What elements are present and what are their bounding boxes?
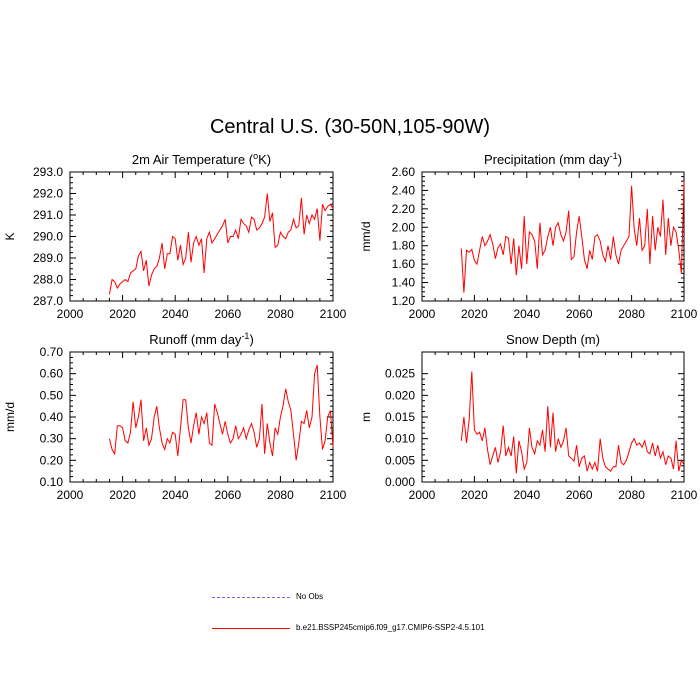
y-tick-label: 0.50: [40, 388, 64, 402]
y-tick-label: 0.015: [385, 410, 415, 424]
y-tick-label: 293.0: [33, 165, 63, 179]
y-tick-label: 289.0: [33, 251, 63, 265]
panel-title: Runoff (mm day-1): [149, 331, 254, 347]
y-tick-label: 0.20: [40, 453, 64, 467]
y-tick-label: 291.0: [33, 208, 63, 222]
panel-title-superscript: -1: [241, 331, 249, 341]
y-tick-label: 0.005: [385, 453, 415, 467]
y-tick-label: 0.020: [385, 388, 415, 402]
y-tick-label: 0.30: [40, 432, 64, 446]
y-tick-label: 2.00: [392, 220, 416, 234]
y-tick-label: 0.000: [385, 475, 415, 489]
panel-title-end: K): [258, 152, 271, 167]
x-tick-label: 2060: [214, 488, 241, 502]
x-tick-label: 2080: [267, 488, 294, 502]
y-tick-label: 292.0: [33, 187, 63, 201]
panel-title-main: Runoff (mm day: [149, 332, 242, 347]
x-tick-label: 2060: [214, 307, 241, 321]
x-tick-label: 2040: [513, 488, 540, 502]
y-axis-label: K: [3, 232, 17, 240]
x-tick-label: 2020: [461, 307, 488, 321]
y-tick-label: 1.20: [392, 294, 416, 308]
panel-title: 2m Air Temperature (oK): [132, 151, 271, 167]
x-tick-label: 2100: [671, 488, 698, 502]
panel-title-superscript: o: [253, 151, 258, 161]
x-tick-label: 2020: [109, 488, 136, 502]
x-tick-label: 2100: [320, 307, 347, 321]
series-line: [460, 371, 685, 474]
y-tick-label: 1.60: [392, 257, 416, 271]
y-tick-label: 287.0: [33, 294, 63, 308]
x-tick-label: 2000: [57, 307, 84, 321]
x-tick-label: 2080: [618, 488, 645, 502]
panel-title-main: Snow Depth (m): [506, 332, 600, 347]
x-tick-label: 2060: [566, 307, 593, 321]
x-tick-label: 2100: [320, 488, 347, 502]
y-tick-label: 2.60: [392, 165, 416, 179]
y-tick-label: 290.0: [33, 230, 63, 244]
x-tick-label: 2020: [461, 488, 488, 502]
x-tick-label: 2000: [409, 488, 436, 502]
y-axis-label: mm/d: [359, 222, 373, 252]
plot-frame: [69, 171, 334, 302]
y-tick-label: 0.10: [40, 475, 64, 489]
x-tick-label: 2040: [513, 307, 540, 321]
series-line: [460, 181, 685, 293]
y-axis-label: m: [359, 412, 373, 422]
y-tick-label: 2.20: [392, 202, 416, 216]
x-tick-label: 2080: [618, 307, 645, 321]
legend-label-no-obs: No Obs: [296, 592, 324, 601]
panel-title-main: 2m Air Temperature (: [132, 152, 254, 167]
panel-title-main: Precipitation (mm day: [484, 152, 610, 167]
x-tick-label: 2060: [566, 488, 593, 502]
y-tick-label: 1.40: [392, 276, 416, 290]
series-line: [108, 364, 334, 461]
panel-title-end: ): [249, 332, 253, 347]
x-tick-label: 2000: [409, 307, 436, 321]
panel-title: Precipitation (mm day-1): [484, 151, 622, 167]
y-tick-label: 0.60: [40, 367, 64, 381]
panel-title-superscript: -1: [610, 151, 618, 161]
y-tick-label: 0.010: [385, 432, 415, 446]
x-tick-label: 2000: [57, 488, 84, 502]
x-tick-label: 2020: [109, 307, 136, 321]
y-axis-label: mm/d: [3, 402, 17, 432]
y-tick-label: 0.40: [40, 410, 64, 424]
legend-dashed-line: [212, 597, 290, 598]
panel-title-end: ): [618, 152, 622, 167]
chart-main-title: Central U.S. (30-50N,105-90W): [209, 116, 491, 138]
legend-solid-line: [212, 628, 290, 629]
y-tick-label: 288.0: [33, 273, 63, 287]
y-tick-label: 0.70: [40, 345, 64, 359]
x-tick-label: 2080: [267, 307, 294, 321]
y-tick-label: 0.025: [385, 367, 415, 381]
panel-title: Snow Depth (m): [506, 332, 600, 347]
y-tick-label: 1.80: [392, 239, 416, 253]
y-tick-label: 2.40: [392, 183, 416, 197]
x-tick-label: 2040: [162, 307, 189, 321]
x-tick-label: 2040: [162, 488, 189, 502]
plot-frame: [421, 171, 685, 302]
legend-label-model: b.e21.BSSP245cmip6.f09_g17.CMIP6-SSP2-4.…: [296, 623, 485, 632]
x-tick-label: 2100: [671, 307, 698, 321]
series-line: [108, 193, 334, 295]
